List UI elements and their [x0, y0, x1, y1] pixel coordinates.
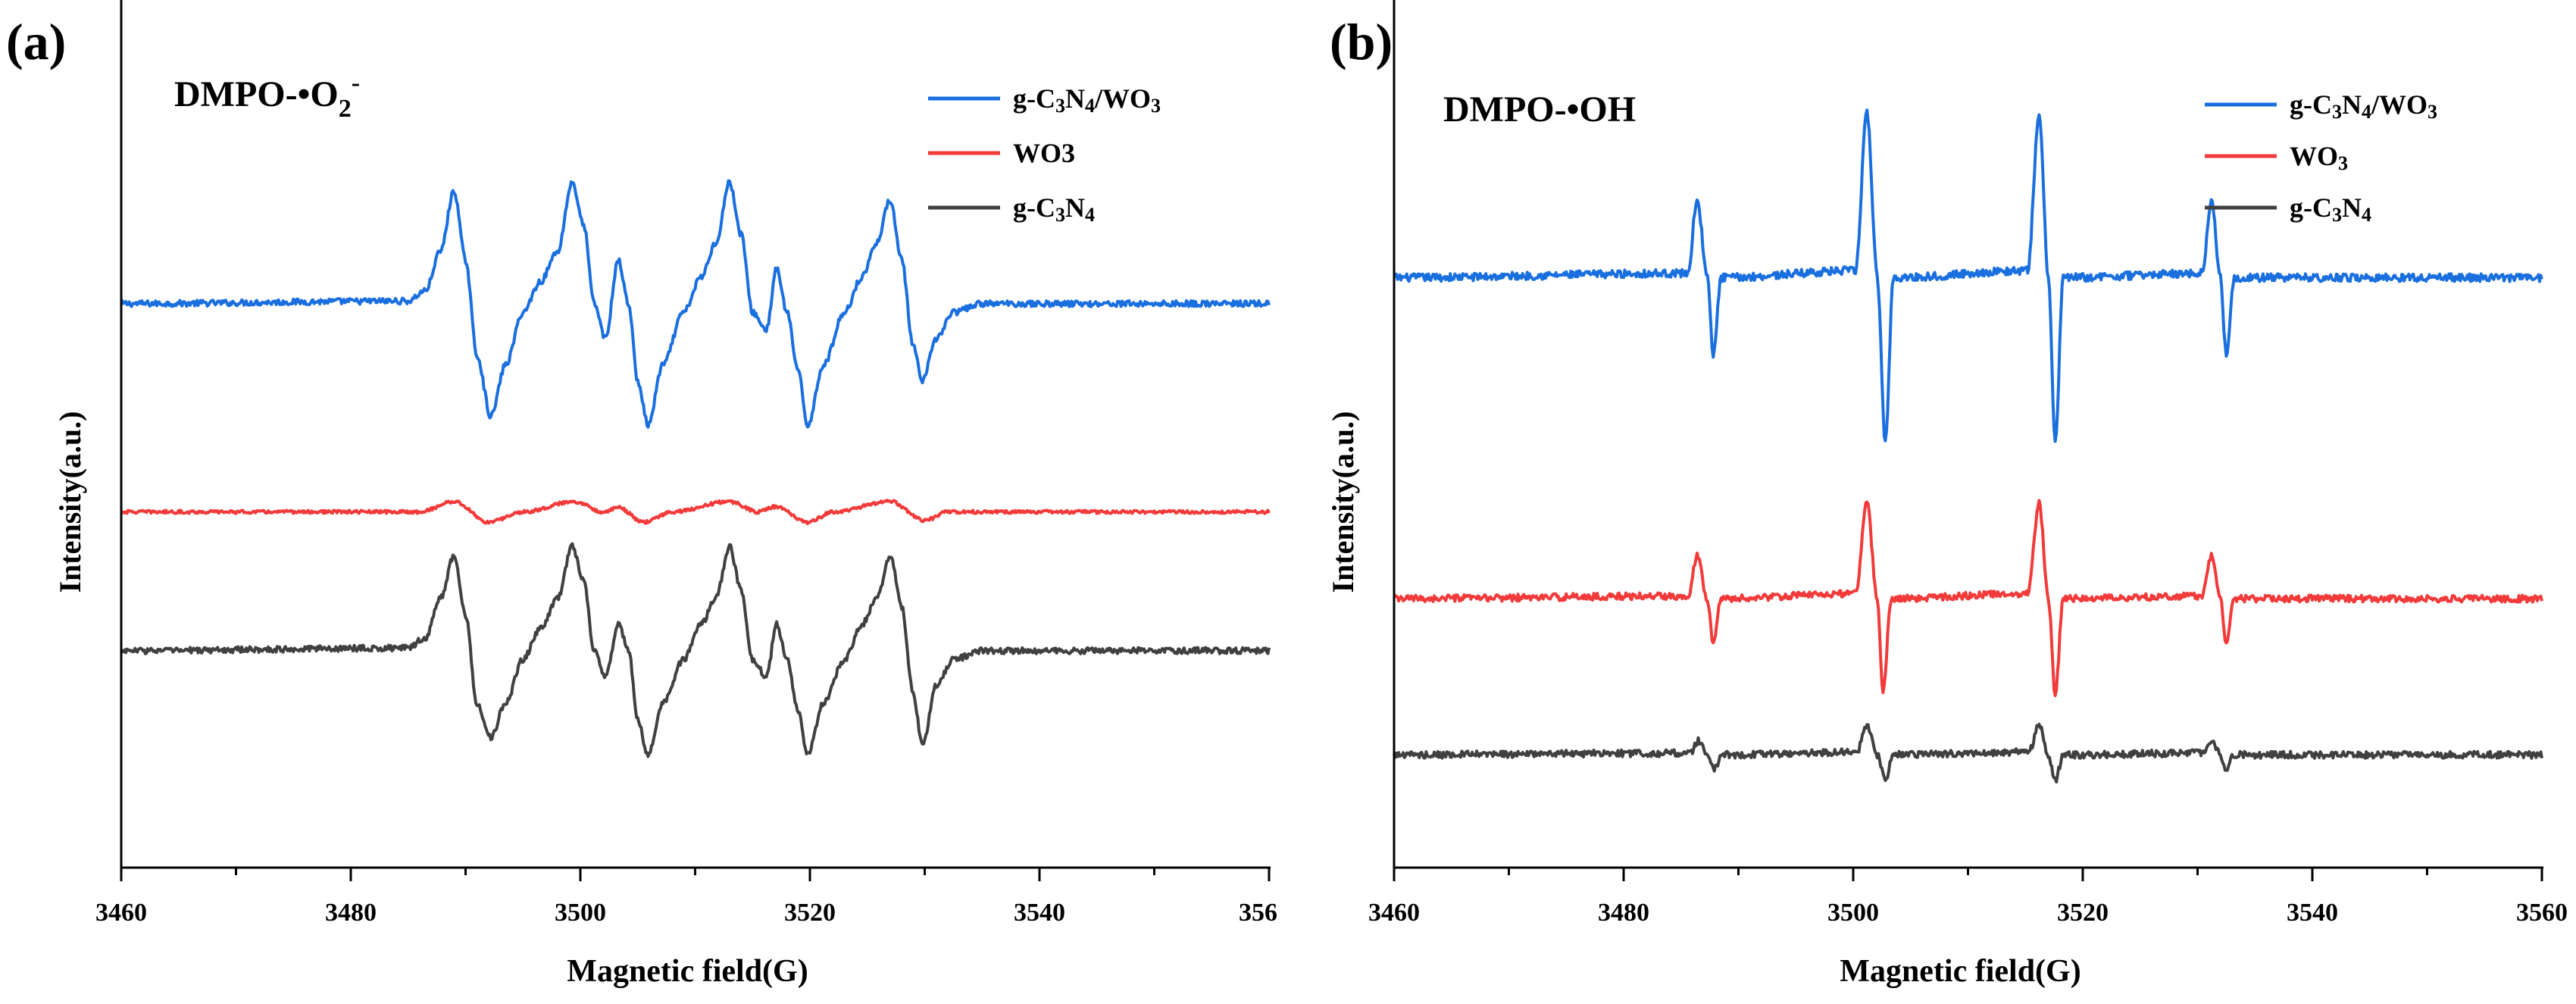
legend-label-part: WO: [2290, 141, 2338, 171]
panel-label: (a): [6, 13, 66, 70]
legend-label-part: g-C: [2290, 192, 2332, 223]
title-main: DMPO-•O: [174, 74, 339, 114]
y-axis-label: Intensity(a.u.): [53, 411, 87, 593]
legend-label-part: 4: [2362, 101, 2371, 123]
y-axis-label: Intensity(a.u.): [1326, 411, 1360, 593]
legend-label-part: N: [1065, 83, 1085, 114]
x-tick-label: 3520: [2057, 899, 2109, 927]
x-tick-label: 3500: [1827, 899, 1879, 927]
x-tick-label: 3500: [555, 899, 606, 927]
legend-label-part: 4: [2362, 204, 2371, 226]
legend-label-part: 3: [1151, 95, 1161, 117]
legend-label-g-C3N4: g-C3N4: [2290, 192, 2371, 226]
legend-label-part: N: [2342, 89, 2362, 120]
x-tick-label: 3460: [95, 899, 147, 927]
series-line-g-C3N4/WO3: [1393, 108, 2543, 443]
legend-label-part: /WO: [2371, 89, 2428, 120]
series-line-g-C3N4: [120, 542, 1271, 758]
legend-label-part: 3: [2338, 152, 2348, 174]
spin-trap-title: DMPO-•O2-: [174, 69, 360, 123]
spin-trap-title: DMPO-•OH: [1443, 89, 1636, 130]
legend-label-g-C3N4/WO3: g-C3N4/WO3: [2290, 89, 2437, 123]
x-tick-label: 3480: [325, 899, 377, 927]
legend-label-g-C3N4: g-C3N4: [1013, 192, 1095, 226]
legend-label-part: N: [1065, 192, 1085, 223]
legend-label-part: g-C: [1013, 192, 1055, 223]
legend-label-part: g-C: [1013, 83, 1055, 114]
title-sup: -: [352, 69, 360, 97]
legend-label-WO3: WO3: [1013, 138, 1075, 168]
x-tick-label: 3460: [1368, 899, 1420, 927]
x-axis-label: Magnetic field(G): [567, 954, 808, 989]
title-sub: 2: [339, 95, 352, 123]
x-tick-label: 3560: [2516, 899, 2568, 927]
panel-b: (b) 3460 3480 3500 3520 3540 3560 Magnetic fiel…: [1326, 0, 2568, 989]
legend-label-part: 3: [1055, 95, 1065, 117]
x-axis-label: Magnetic field(G): [1840, 954, 2080, 989]
legend-label-part: N: [2342, 192, 2362, 223]
title-main: DMPO-•OH: [1443, 89, 1636, 130]
legend-label-part: 3: [1055, 204, 1065, 226]
x-tick-label: 3520: [784, 899, 836, 927]
legend-label-part: 4: [1085, 204, 1095, 226]
x-tick-label: 3540: [2287, 899, 2338, 927]
legend-label-part: 3: [2332, 204, 2342, 226]
legend-label-part: 4: [1085, 95, 1095, 117]
legend-label-part: /WO: [1094, 83, 1151, 114]
panel-label: (b): [1330, 13, 1393, 70]
series-line-g-C3N4: [1393, 722, 2543, 783]
legend-label-part: 3: [2332, 101, 2342, 123]
legend-label-part: 3: [2428, 101, 2437, 123]
panel-a: (a) 3460 3480 3500 3520 3540 356 Magnetic field…: [6, 0, 1277, 989]
legend-label-part: g-C: [2290, 89, 2332, 120]
x-tick-label: 356: [1239, 899, 1277, 927]
series-line-WO3: [120, 499, 1271, 526]
legend-label-part: WO3: [1013, 138, 1075, 168]
x-tick-label: 3480: [1598, 899, 1649, 927]
x-tick-label: 3540: [1014, 899, 1065, 927]
series-line-WO3: [1393, 499, 2543, 697]
legend-label-g-C3N4/WO3: g-C3N4/WO3: [1013, 83, 1161, 117]
series-line-g-C3N4/WO3: [120, 179, 1271, 429]
legend-label-WO3: WO3: [2290, 141, 2348, 174]
